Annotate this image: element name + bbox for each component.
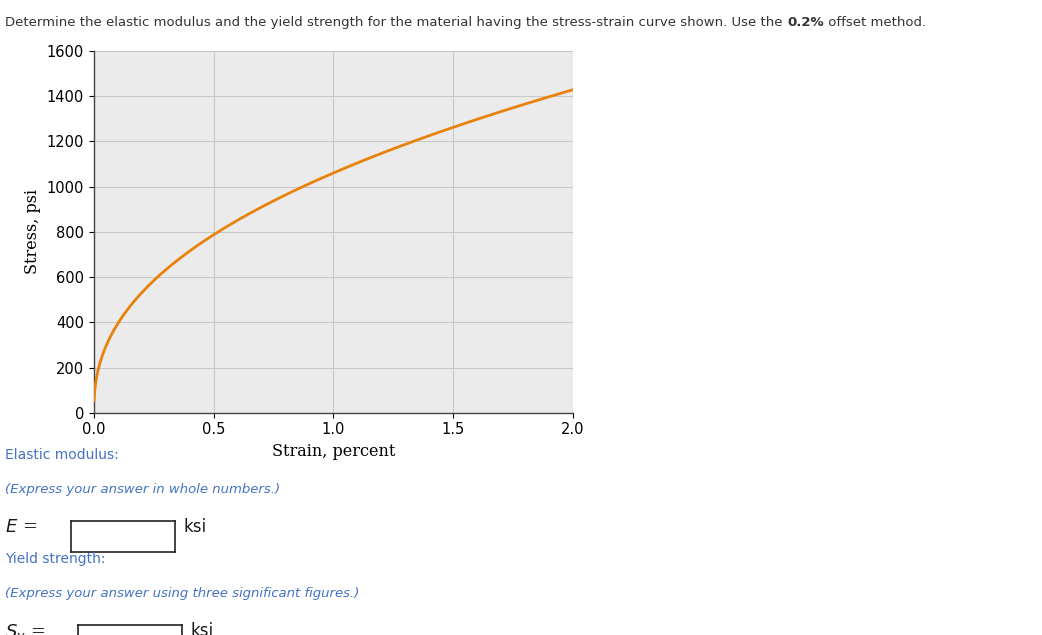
Text: $S_y$ =: $S_y$ = bbox=[5, 622, 46, 635]
Text: ksi: ksi bbox=[183, 518, 206, 535]
Text: (Express your answer using three significant figures.): (Express your answer using three signifi… bbox=[5, 587, 359, 600]
Text: ksi: ksi bbox=[191, 622, 214, 635]
Text: (Express your answer in whole numbers.): (Express your answer in whole numbers.) bbox=[5, 483, 280, 495]
Text: Determine the elastic modulus and the yield strength for the material having the: Determine the elastic modulus and the yi… bbox=[5, 16, 787, 29]
Text: offset method.: offset method. bbox=[823, 16, 925, 29]
Y-axis label: Stress, psi: Stress, psi bbox=[24, 189, 41, 274]
Text: Elastic modulus:: Elastic modulus: bbox=[5, 448, 119, 462]
X-axis label: Strain, percent: Strain, percent bbox=[272, 443, 395, 460]
Text: 0.2%: 0.2% bbox=[787, 16, 823, 29]
Text: $E$ =: $E$ = bbox=[5, 518, 38, 535]
Text: Yield strength:: Yield strength: bbox=[5, 552, 105, 566]
